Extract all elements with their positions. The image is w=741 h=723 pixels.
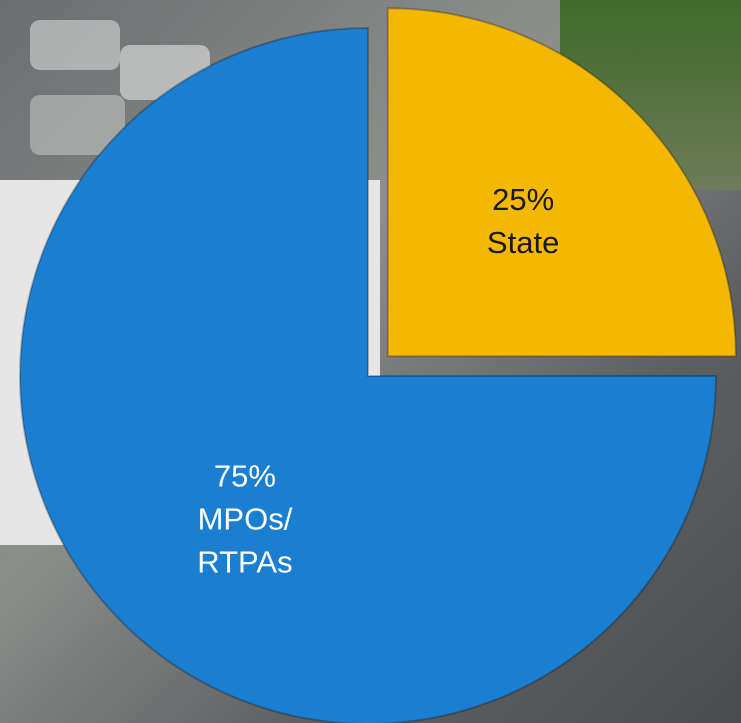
slice-label: 25% State (487, 178, 559, 264)
value-label: 25% (492, 181, 555, 217)
category-label: State (486, 224, 560, 260)
background-car (30, 95, 125, 155)
slice-label: 75% MPOs/ RTPAs (197, 455, 292, 584)
value-label: 75% (213, 458, 276, 494)
category-label: MPOs/ RTPAs (197, 501, 293, 580)
pie (19, 7, 737, 723)
background-car (30, 20, 120, 70)
pie-slice (19, 26, 718, 723)
pie-slice (386, 7, 737, 358)
